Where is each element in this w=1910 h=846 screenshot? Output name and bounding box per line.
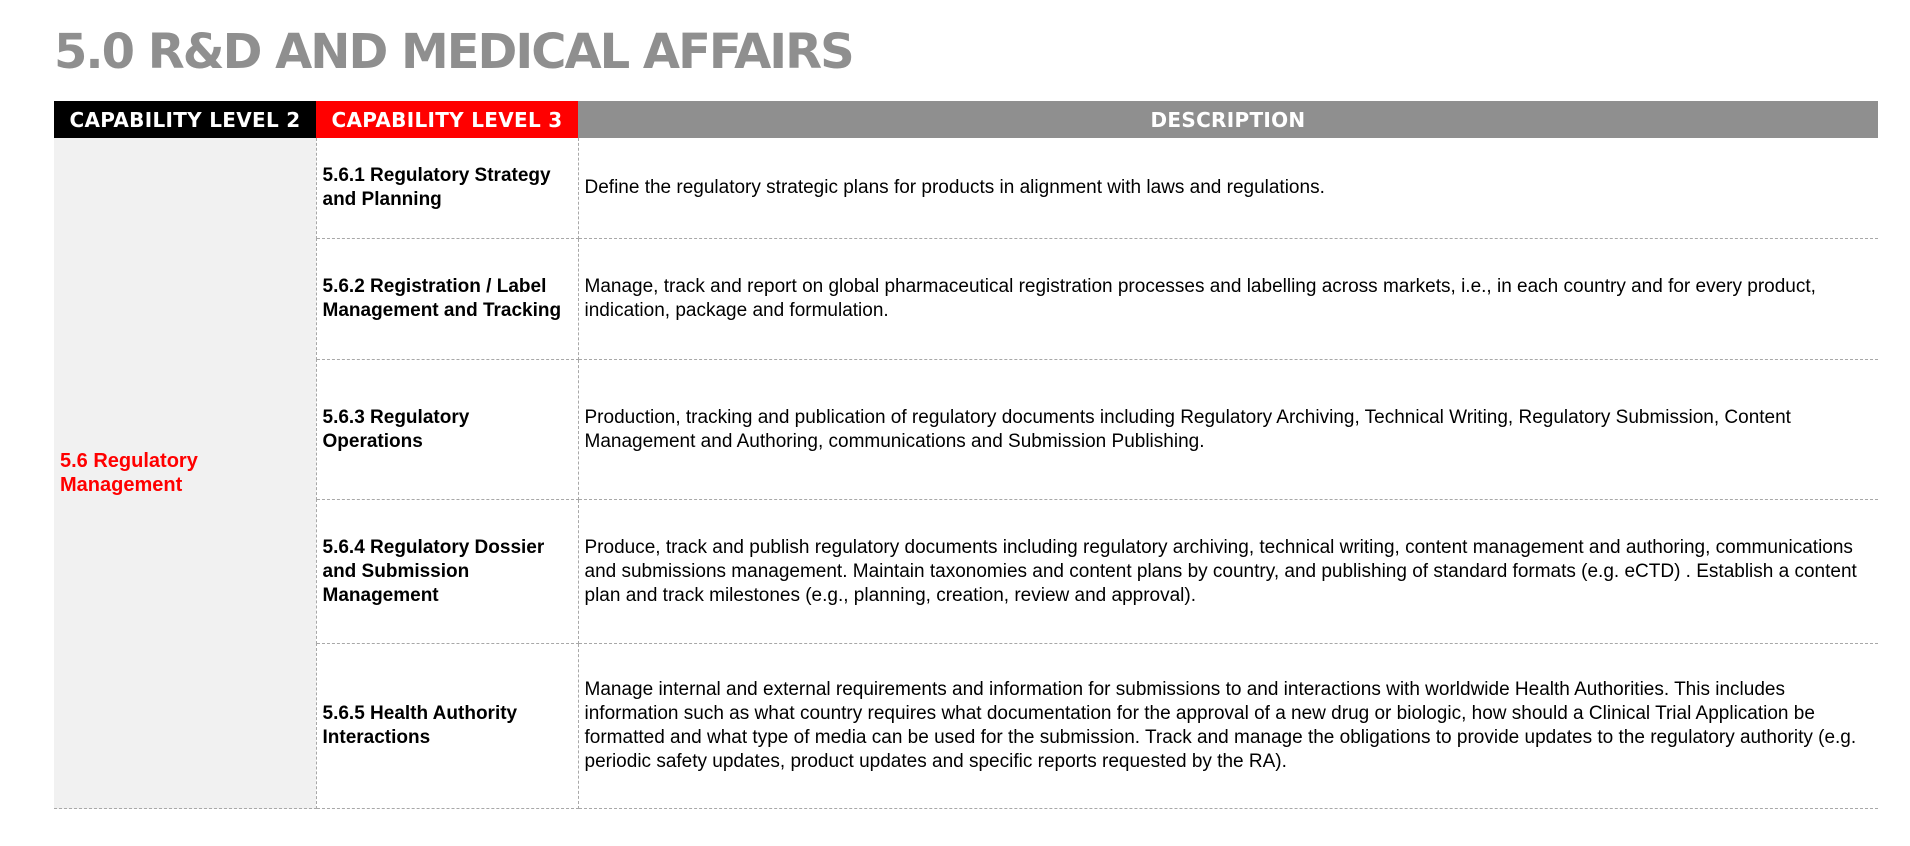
header-capability-level-2: CAPABILITY LEVEL 2 [54,101,316,138]
table-row: 5.6.4 Regulatory Dossier and Submission … [54,499,1878,644]
table-header-row: CAPABILITY LEVEL 2 CAPABILITY LEVEL 3 DE… [54,101,1878,138]
level3-capability-cell: 5.6.5 Health Authority Interactions [316,643,579,809]
capability-table: CAPABILITY LEVEL 2 CAPABILITY LEVEL 3 DE… [54,101,1878,809]
level2-capability-cell: 5.6 Regulatory Management [54,138,317,809]
level3-capability-cell: 5.6.4 Regulatory Dossier and Submission … [316,499,579,644]
page-title: 5.0 R&D AND MEDICAL AFFAIRS [54,24,855,80]
table-row: 5.6 Regulatory Management 5.6.1 Regulato… [54,138,1878,809]
header-description: DESCRIPTION [578,101,1878,138]
description-cell: Produce, track and publish regulatory do… [578,499,1878,644]
table-row: 5.6.3 Regulatory Operations Production, … [54,359,1878,500]
table-row: 5.6.5 Health Authority Interactions Mana… [54,643,1878,809]
description-cell: Define the regulatory strategic plans fo… [578,138,1878,239]
level3-capability-cell: 5.6.2 Registration / Label Management an… [316,238,579,360]
description-cell: Manage internal and external requirement… [578,643,1878,809]
table-row: 5.6.2 Registration / Label Management an… [54,238,1878,360]
level3-capability-cell: 5.6.1 Regulatory Strategy and Planning [316,138,579,239]
level3-capability-cell: 5.6.3 Regulatory Operations [316,359,579,500]
header-capability-level-3: CAPABILITY LEVEL 3 [316,101,578,138]
description-cell: Production, tracking and publication of … [578,359,1878,500]
description-cell: Manage, track and report on global pharm… [578,238,1878,360]
